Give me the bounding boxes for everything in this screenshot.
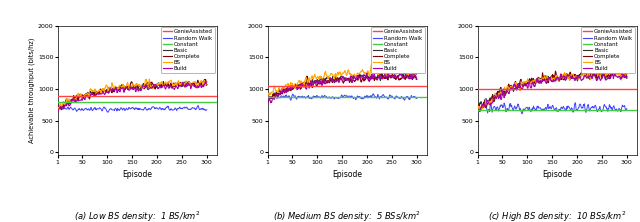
Text: (a) Low BS density:  1 BS/$km^2$: (a) Low BS density: 1 BS/$km^2$ [74, 210, 200, 222]
X-axis label: Episode: Episode [542, 170, 572, 179]
Y-axis label: Achievable throughput (bits/hz): Achievable throughput (bits/hz) [29, 38, 35, 143]
Legend: GenieAssisted, Random Walk, Constant, Basic, Complete, BS, Build: GenieAssisted, Random Walk, Constant, Ba… [161, 27, 215, 73]
Legend: GenieAssisted, Random Walk, Constant, Basic, Complete, BS, Build: GenieAssisted, Random Walk, Constant, Ba… [371, 27, 425, 73]
X-axis label: Episode: Episode [332, 170, 362, 179]
Legend: GenieAssisted, Random Walk, Constant, Basic, Complete, BS, Build: GenieAssisted, Random Walk, Constant, Ba… [581, 27, 635, 73]
X-axis label: Episode: Episode [122, 170, 152, 179]
Text: (b) Medium BS density:  5 BSs/$km^2$: (b) Medium BS density: 5 BSs/$km^2$ [273, 210, 421, 222]
Text: (c) High BS density:  10 BSs/$km^2$: (c) High BS density: 10 BSs/$km^2$ [488, 210, 627, 222]
